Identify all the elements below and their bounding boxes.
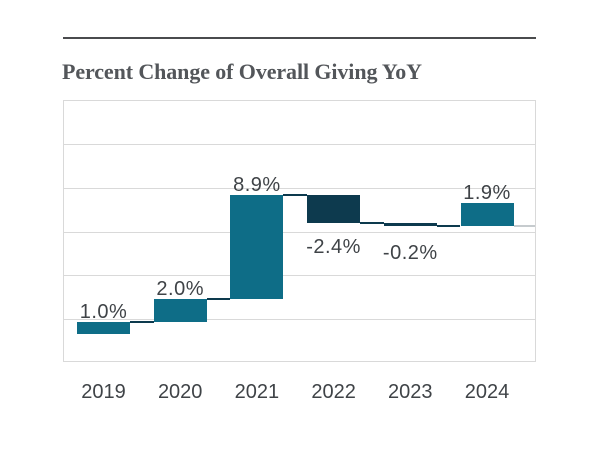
x-axis-label-2024: 2024 (464, 381, 510, 403)
plot-area: 1.0% 2.0% 8.9% -2.4% -0.2% 1.9% (63, 100, 536, 362)
connector-2022-2023 (360, 222, 384, 225)
chart-title: Percent Change of Overall Giving YoY (62, 59, 422, 84)
connector-2021-2022 (283, 194, 308, 197)
title-rule (63, 37, 536, 39)
connector-2020-2021 (206, 297, 231, 300)
gridline (64, 275, 535, 277)
value-label-2019: 1.0% (79, 301, 128, 324)
x-axis-label-2023: 2023 (388, 381, 433, 403)
connector-2019-2020 (130, 321, 154, 324)
x-axis-label-2020: 2020 (157, 381, 203, 403)
gridline (64, 187, 535, 189)
gridline (64, 231, 535, 233)
x-axis-label-2019: 2019 (81, 381, 126, 403)
bar-2023 (383, 223, 437, 226)
value-label-2023: -0.2% (382, 241, 438, 264)
x-axis-label-2022: 2022 (311, 381, 356, 403)
bar-2020 (153, 298, 207, 323)
x-axis-label-2021: 2021 (234, 381, 280, 403)
gridline (64, 144, 535, 146)
trailing-connector (513, 224, 535, 227)
bar-2019 (77, 322, 130, 334)
value-label-2020: 2.0% (156, 277, 204, 300)
bar-2022 (307, 195, 361, 224)
connector-2023-2024 (436, 224, 461, 227)
value-label-2024: 1.9% (463, 182, 511, 205)
gridline (64, 318, 535, 320)
value-label-2021: 8.9% (233, 174, 281, 197)
bar-2021 (230, 195, 284, 299)
bar-2024 (460, 203, 514, 226)
value-label-2022: -2.4% (306, 236, 361, 259)
